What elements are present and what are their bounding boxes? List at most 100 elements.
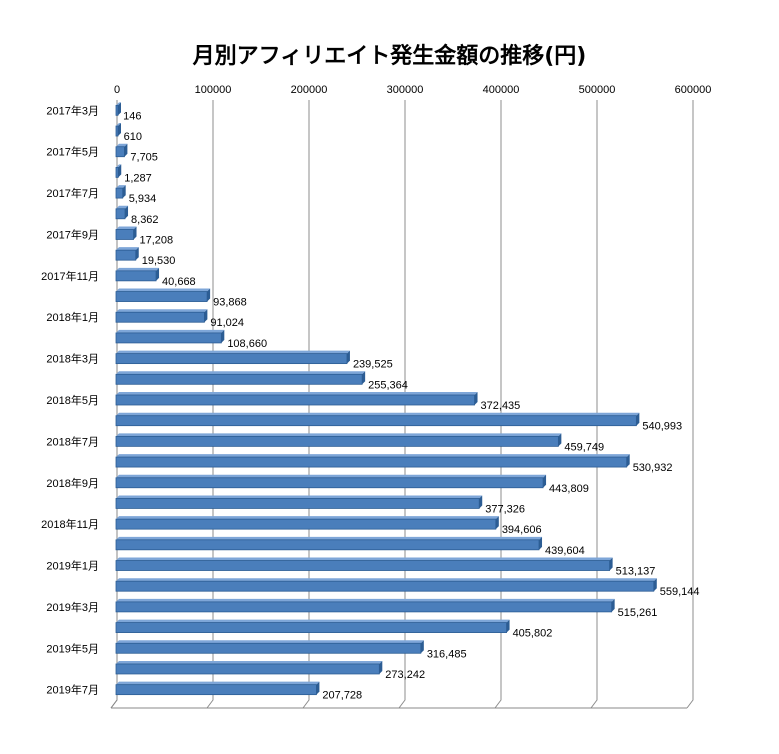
bar-top-face (116, 309, 208, 313)
bar-top-face (116, 288, 211, 292)
gridline (206, 100, 214, 709)
bar (115, 332, 222, 344)
bar-side-face (506, 619, 510, 633)
bar (115, 187, 124, 199)
bar-top-face (116, 433, 562, 437)
data-label: 273,242 (385, 669, 425, 681)
bar (115, 249, 137, 261)
data-label: 40,668 (162, 276, 196, 288)
bar-side-face (479, 495, 483, 509)
bar-side-face (379, 660, 383, 674)
bar (115, 435, 559, 447)
bar-top-face (116, 392, 478, 395)
data-label: 17,208 (140, 234, 174, 246)
bar (115, 518, 497, 530)
bar-side-face (474, 392, 478, 405)
bar (115, 456, 628, 468)
x-tick-label: 400000 (483, 84, 520, 96)
data-label: 19,530 (142, 255, 176, 267)
y-tick-label: 2018年11月 (41, 517, 99, 531)
bar-side-face (118, 123, 121, 137)
bar (115, 291, 208, 302)
y-tick-label: 2017年5月 (46, 145, 99, 159)
data-label: 1,287 (124, 172, 152, 184)
bar-top-face (116, 102, 121, 106)
x-tick-label: 100000 (195, 84, 232, 96)
gridline (686, 100, 694, 709)
bar-top-face (116, 143, 128, 147)
x-tick-label: 200000 (291, 84, 328, 96)
bar-top-face (116, 371, 366, 375)
bar-top-face (116, 267, 160, 271)
bar-side-face (539, 536, 543, 550)
bar-top-face (116, 619, 510, 623)
bar (115, 663, 380, 675)
bar-top-face (116, 454, 630, 458)
bars (115, 102, 657, 696)
bar-top-face (116, 474, 547, 478)
bar-top-face (116, 226, 137, 230)
bar-top-face (116, 329, 225, 333)
bar (115, 684, 317, 696)
data-label: 439,604 (545, 545, 585, 557)
data-label: 8,362 (131, 214, 159, 226)
bar (115, 394, 475, 406)
bar-top-face (116, 164, 122, 168)
data-label: 316,485 (427, 648, 467, 660)
bar (115, 104, 119, 116)
data-label: 459,749 (564, 441, 604, 453)
bar-side-face (133, 226, 137, 240)
y-tick-label: 2017年9月 (46, 227, 99, 241)
y-tick-label: 2019年3月 (46, 600, 99, 614)
bar (115, 373, 363, 385)
bar-side-face (122, 185, 126, 199)
data-label: 5,934 (129, 193, 157, 205)
bar-top-face (116, 660, 383, 664)
bar-top-face (116, 640, 424, 644)
y-tick-label: 2018年7月 (46, 434, 99, 448)
bar-side-face (626, 454, 630, 468)
axes: 0 100000 200000 300000 400000 500000 600000 201… (41, 84, 711, 709)
data-label: 207,728 (322, 690, 362, 702)
bar-top-face (116, 536, 543, 540)
bar (115, 208, 126, 220)
data-label: 255,364 (368, 379, 408, 391)
y-tick-label: 2018年5月 (46, 393, 99, 407)
y-tick-label: 2019年5月 (46, 641, 99, 655)
bar (115, 601, 613, 613)
chart-title: 月別アフィリエイト発生金額の推移(円) (192, 44, 587, 69)
data-label: 239,525 (353, 359, 393, 371)
bar-top-face (116, 247, 139, 251)
data-label: 540,993 (642, 421, 682, 433)
gridline (494, 100, 502, 709)
bar (115, 167, 119, 178)
data-label: 610 (124, 131, 142, 143)
bar-top-face (116, 495, 483, 499)
x-tick-label: 500000 (579, 84, 616, 96)
data-label: 91,024 (210, 317, 244, 329)
y-tick-label: 2018年1月 (46, 310, 99, 324)
bar (115, 415, 637, 427)
bar (115, 622, 507, 633)
y-tick-label: 2018年9月 (46, 476, 99, 490)
bar-side-face (543, 474, 547, 488)
bar-side-face (362, 371, 366, 385)
gridline (398, 100, 406, 709)
bar-top-face (116, 557, 613, 561)
data-label: 559,144 (660, 586, 700, 598)
bar (115, 642, 422, 654)
data-label: 515,261 (618, 607, 658, 619)
bar-side-face (346, 350, 350, 364)
data-labels: 146 610 7,705 1,287 5,934 8,362 17,208 19,530 40… (123, 110, 699, 701)
bar (115, 580, 655, 592)
bar-side-face (156, 267, 160, 281)
bar (115, 229, 134, 240)
bar (115, 353, 348, 365)
data-label: 7,705 (130, 152, 158, 164)
bar (115, 498, 480, 509)
bar (115, 477, 544, 489)
bar (115, 146, 125, 158)
data-label: 372,435 (481, 400, 521, 412)
y-tick-label: 2019年1月 (46, 559, 99, 573)
